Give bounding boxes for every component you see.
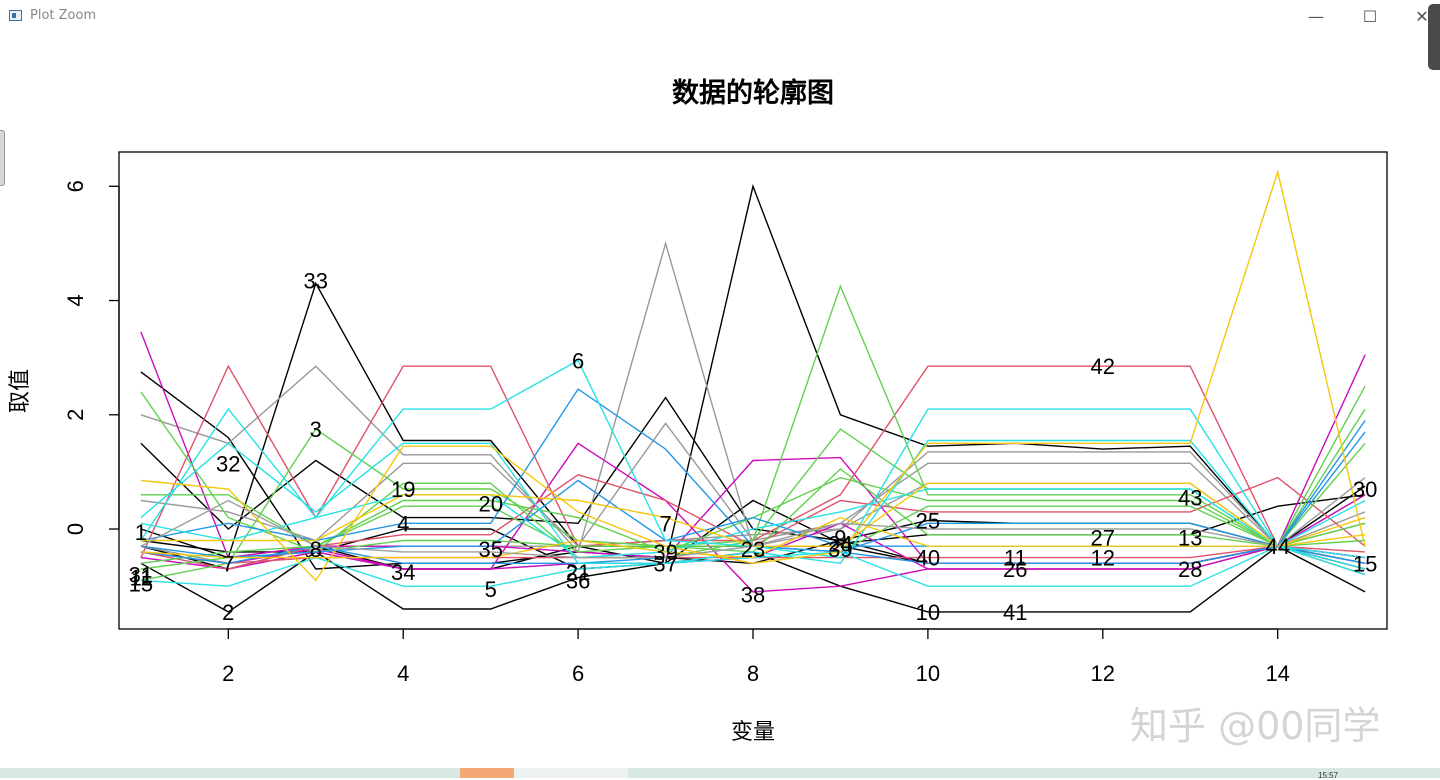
y-tick-label: 4 [63,294,88,306]
series-line-4 [140,183,1366,570]
point-label: 11 [129,566,152,591]
point-label: 30 [1353,477,1377,502]
x-tick-label: 4 [397,661,409,686]
x-tick-label: 10 [916,661,940,686]
point-label: 4 [397,511,409,536]
point-label: 34 [391,560,415,585]
point-label: 10 [916,600,940,625]
taskbar-app-button[interactable] [460,768,514,778]
series-line-27 [140,488,1366,559]
x-tick-label: 8 [747,661,759,686]
chart-title: 数据的轮廓图 [672,77,834,109]
x-axis: 2 4 6 8 10 12 14 [222,628,1290,686]
point-label: 27 [1091,526,1115,551]
y-tick-label: 2 [63,409,88,421]
point-label: 7 [659,511,671,536]
plot-window-icon [9,10,22,21]
point-label: 40 [916,546,940,571]
close-button[interactable]: ✕ [1415,7,1429,26]
right-edge-widget[interactable] [1428,4,1440,70]
point-label: 41 [1003,600,1027,625]
x-tick-label: 6 [572,661,584,686]
point-label: 36 [566,568,590,593]
series-line-3 [140,281,1366,564]
point-label: 21 [566,560,590,585]
point-label: 11 [1004,546,1027,571]
point-label: 42 [1091,354,1115,379]
point-label: 33 [304,269,328,294]
point-label: 43 [1178,486,1202,511]
window-title: Plot Zoom [30,8,97,23]
point-label: 44 [1265,534,1289,559]
point-label: 20 [478,491,502,516]
point-label: 31 [129,563,153,588]
series-line-28 [140,169,1366,582]
taskbar: 15:57 [0,768,1440,780]
point-label: 26 [1003,557,1027,582]
series-line-30 [140,516,1366,559]
point-label: 35 [478,537,502,562]
point-label: 39 [653,540,677,565]
point-label: 3 [310,417,322,442]
left-edge-handle[interactable] [0,130,5,186]
point-label: 24 [828,531,852,556]
point-labels: 1113115232733381943420355621367393723389… [129,269,1378,625]
taskbar-clock: 15:57 [1318,771,1339,780]
x-tick-label: 12 [1091,661,1115,686]
minimize-button[interactable]: — [1308,7,1324,26]
point-label: 6 [572,349,584,374]
y-tick-label: 0 [63,523,88,535]
point-label: 15 [1353,551,1377,576]
point-label: 15 [129,571,153,596]
point-label: 2 [222,600,234,625]
y-axis-label: 取值 [8,369,33,413]
point-label: 13 [1178,526,1202,551]
watermark: 知乎 @00同学 [1130,704,1381,748]
taskbar-app-button[interactable] [514,768,628,778]
point-label: 37 [653,551,677,576]
series-line-31 [140,477,1366,559]
point-label: 25 [916,509,940,534]
maximize-button[interactable]: ☐ [1362,7,1378,26]
series-line-25 [140,439,1366,565]
point-label: 12 [1091,546,1115,571]
point-label: 9 [834,526,846,551]
y-axis: 0 2 4 6 [63,180,120,535]
x-axis-label: 变量 [731,720,775,745]
point-label: 28 [1178,557,1202,582]
point-label: 1 [135,520,147,545]
point-label: 19 [391,477,415,502]
point-label: 8 [310,537,322,562]
point-label: 5 [485,577,497,602]
x-tick-label: 2 [222,661,234,686]
y-tick-label: 6 [63,180,88,192]
x-tick-label: 14 [1265,661,1289,686]
point-label: 7 [222,551,234,576]
series-lines [140,169,1366,613]
point-label: 23 [741,537,765,562]
point-label: 39 [828,537,852,562]
profile-chart: 数据的轮廓图 111311523273338194342035562136739… [8,77,1388,745]
point-label: 32 [216,451,240,476]
window-titlebar: Plot Zoom — ☐ ✕ [0,0,1440,32]
point-label: 38 [741,583,765,608]
